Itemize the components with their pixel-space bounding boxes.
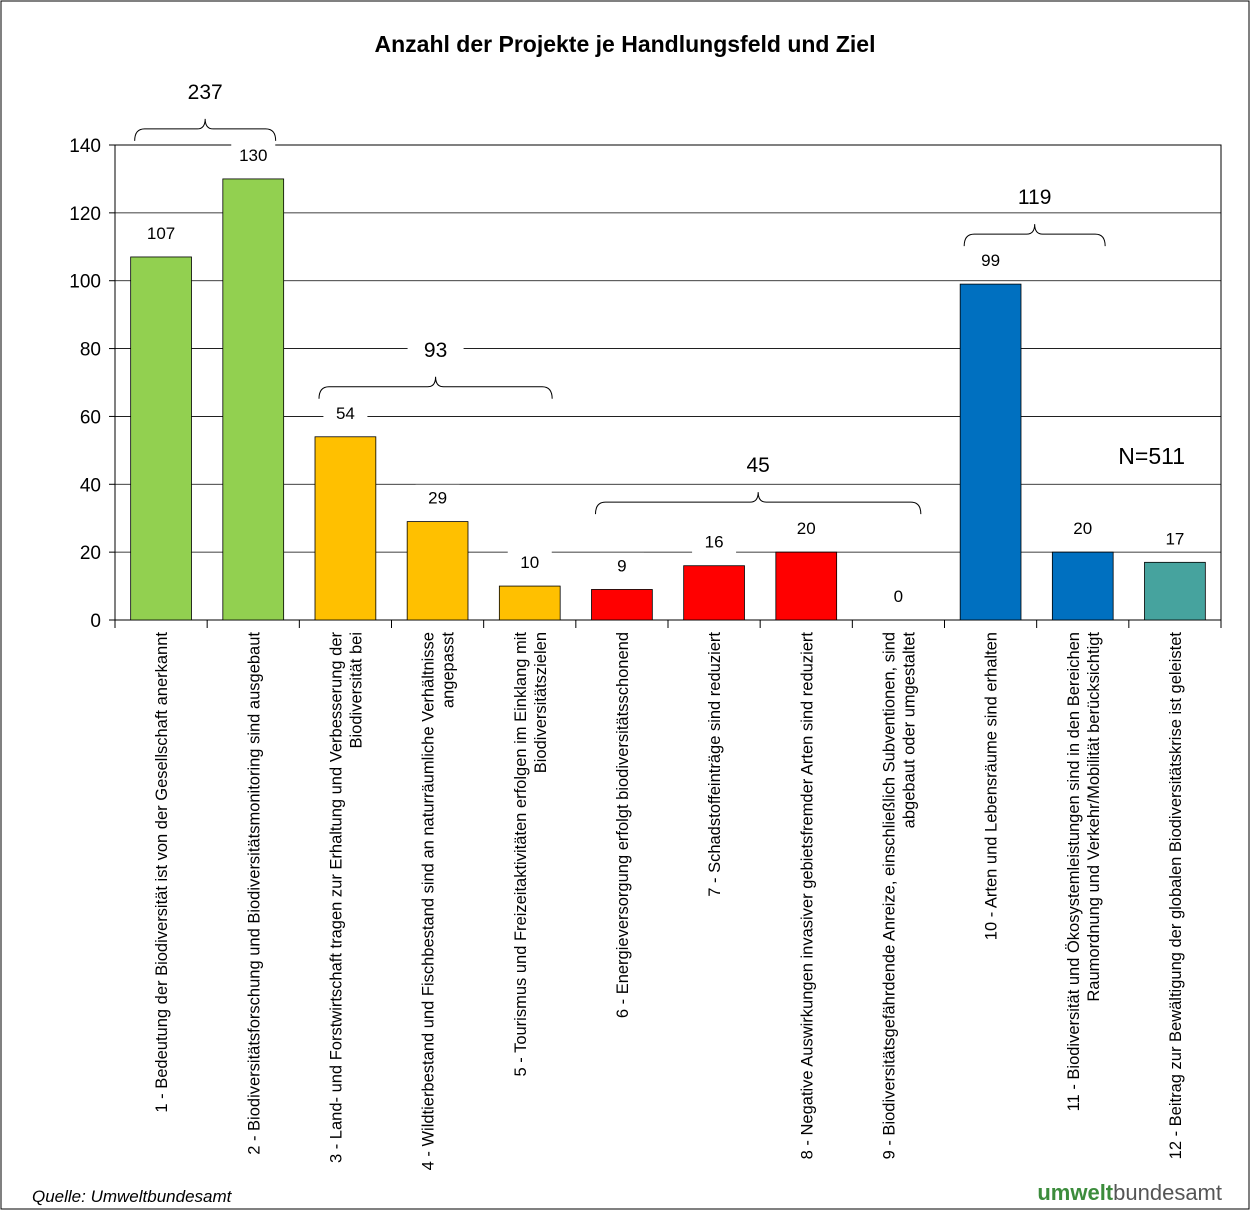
bar bbox=[959, 283, 1022, 621]
group-total: 237 bbox=[188, 81, 223, 104]
x-tick-label-line: 6 - Energieversorgung erfolgt biodiversi… bbox=[614, 632, 632, 1018]
group-total: 93 bbox=[424, 339, 447, 362]
value-label: 99 bbox=[981, 251, 1000, 270]
x-tick-label-line: 3 - Land- und Forstwirtschaft tragen zur… bbox=[327, 631, 345, 1163]
value-label-bg bbox=[968, 247, 1013, 274]
x-tick-label-line: 10 - Arten und Lebensräume sind erhalten bbox=[983, 632, 1001, 940]
group-total-bg bbox=[730, 449, 787, 480]
value-label: 130 bbox=[239, 146, 267, 165]
group-bracket bbox=[595, 492, 922, 515]
group-total: 45 bbox=[746, 454, 769, 477]
value-label: 9 bbox=[617, 556, 626, 575]
x-tick-label: 1 - Bedeutung der Biodiversität ist von … bbox=[153, 632, 171, 1113]
x-tick-label-line: 12 - Beitrag zur Bewältigung der globale… bbox=[1167, 632, 1185, 1160]
logo: umweltbundesamt bbox=[1037, 1180, 1222, 1205]
group-total-bg bbox=[177, 75, 234, 106]
value-label-bg bbox=[599, 552, 644, 579]
value-label: 20 bbox=[797, 519, 816, 538]
bar bbox=[591, 589, 653, 621]
x-tick-label: 11 - Biodiversität und Ökosystemleistung… bbox=[1065, 632, 1103, 1112]
x-tick-label: 2 - Biodiversitätsforschung und Biodiver… bbox=[245, 632, 263, 1155]
x-tick-label: 10 - Arten und Lebensräume sind erhalten bbox=[983, 632, 1001, 940]
value-label: 29 bbox=[428, 489, 447, 508]
y-tick-label: 100 bbox=[69, 272, 101, 293]
x-tick-label-line: 8 - Negative Auswirkungen invasiver gebi… bbox=[798, 632, 816, 1160]
value-label: 107 bbox=[147, 224, 175, 243]
value-label-bg bbox=[139, 219, 184, 246]
value-label-bg bbox=[323, 399, 368, 426]
value-label: 20 bbox=[1073, 519, 1092, 538]
value-label-bg bbox=[507, 549, 552, 576]
bar bbox=[406, 521, 469, 621]
value-label: 16 bbox=[705, 533, 724, 552]
value-label-bg bbox=[876, 583, 921, 609]
bar bbox=[1051, 551, 1114, 621]
logo-b: bundesamt bbox=[1113, 1180, 1222, 1205]
annotation: N=511 bbox=[1118, 443, 1185, 469]
y-tick-label: 0 bbox=[90, 611, 101, 632]
x-tick-label-line: 11 - Biodiversität und Ökosystemleistung… bbox=[1065, 632, 1083, 1111]
value-label-bg bbox=[415, 484, 460, 511]
bar bbox=[1144, 561, 1206, 621]
x-tick-label: 8 - Negative Auswirkungen invasiver gebi… bbox=[798, 632, 816, 1160]
group-total-bg bbox=[407, 333, 464, 364]
value-label: 17 bbox=[1165, 529, 1184, 548]
value-label: 10 bbox=[520, 553, 539, 572]
x-tick-label: 9 - Biodiversitätsgefährdende Anreize, e… bbox=[880, 632, 918, 1160]
x-tick-label-line: 1 - Bedeutung der Biodiversität ist von … bbox=[153, 632, 171, 1113]
x-tick-label-line: 2 - Biodiversitätsforschung und Biodiver… bbox=[245, 632, 263, 1155]
y-tick-label: 40 bbox=[80, 475, 101, 496]
bar bbox=[683, 565, 745, 621]
bar bbox=[130, 256, 192, 621]
y-tick-label: 80 bbox=[80, 340, 101, 361]
logo-a: umwelt bbox=[1037, 1180, 1113, 1205]
group-bracket bbox=[134, 118, 277, 141]
value-label-bg bbox=[231, 141, 276, 168]
value-label-bg bbox=[1060, 515, 1105, 542]
bar bbox=[222, 178, 285, 621]
y-tick-label: 140 bbox=[69, 136, 101, 157]
x-tick-label: 12 - Beitrag zur Bewältigung der globale… bbox=[1167, 632, 1185, 1160]
y-tick-label: 20 bbox=[80, 543, 101, 564]
x-tick-label-line: 9 - Biodiversitätsgefährdende Anreize, e… bbox=[880, 632, 898, 1159]
y-tick-label: 60 bbox=[80, 407, 101, 428]
value-label-bg bbox=[1152, 525, 1197, 552]
x-tick-label: 4 - Wildtierbestand und Fischbestand sin… bbox=[420, 632, 458, 1171]
value-label-bg bbox=[692, 528, 737, 555]
group-total-bg bbox=[1006, 181, 1063, 212]
x-tick-label: 6 - Energieversorgung erfolgt biodiversi… bbox=[614, 632, 632, 1018]
x-tick-label-line: angepasst bbox=[440, 632, 458, 709]
x-tick-label-line: Biodiversitätszielen bbox=[532, 632, 550, 773]
chart-title: Anzahl der Projekte je Handlungsfeld und… bbox=[375, 31, 876, 57]
x-tick-label-line: abgebaut oder umgestaltet bbox=[900, 632, 918, 829]
value-label: 54 bbox=[336, 404, 355, 423]
y-tick-label: 120 bbox=[69, 204, 101, 225]
value-label-bg bbox=[784, 515, 829, 542]
x-tick-label-line: Biodiversität bei bbox=[347, 632, 365, 748]
x-tick-label: 7 - Schadstoffeinträge sind reduziert bbox=[706, 632, 724, 897]
x-tick-label-line: Raumordnung und Verkehr/Mobilität berück… bbox=[1085, 632, 1103, 1002]
x-tick-label-line: 7 - Schadstoffeinträge sind reduziert bbox=[706, 632, 724, 897]
x-tick-label-line: 4 - Wildtierbestand und Fischbestand sin… bbox=[420, 632, 438, 1170]
group-total: 119 bbox=[1018, 186, 1051, 209]
x-tick-label-line: 5 - Tourismus und Freizeitaktivitäten er… bbox=[512, 632, 530, 1077]
source: Quelle: Umweltbundesamt bbox=[32, 1187, 233, 1206]
value-label: 0 bbox=[894, 587, 903, 606]
bar bbox=[314, 436, 377, 621]
bar bbox=[775, 551, 838, 621]
bar bbox=[498, 585, 561, 621]
group-bracket bbox=[318, 376, 553, 399]
x-tick-label: 3 - Land- und Forstwirtschaft tragen zur… bbox=[327, 631, 365, 1163]
x-tick-label: 5 - Tourismus und Freizeitaktivitäten er… bbox=[512, 632, 550, 1077]
